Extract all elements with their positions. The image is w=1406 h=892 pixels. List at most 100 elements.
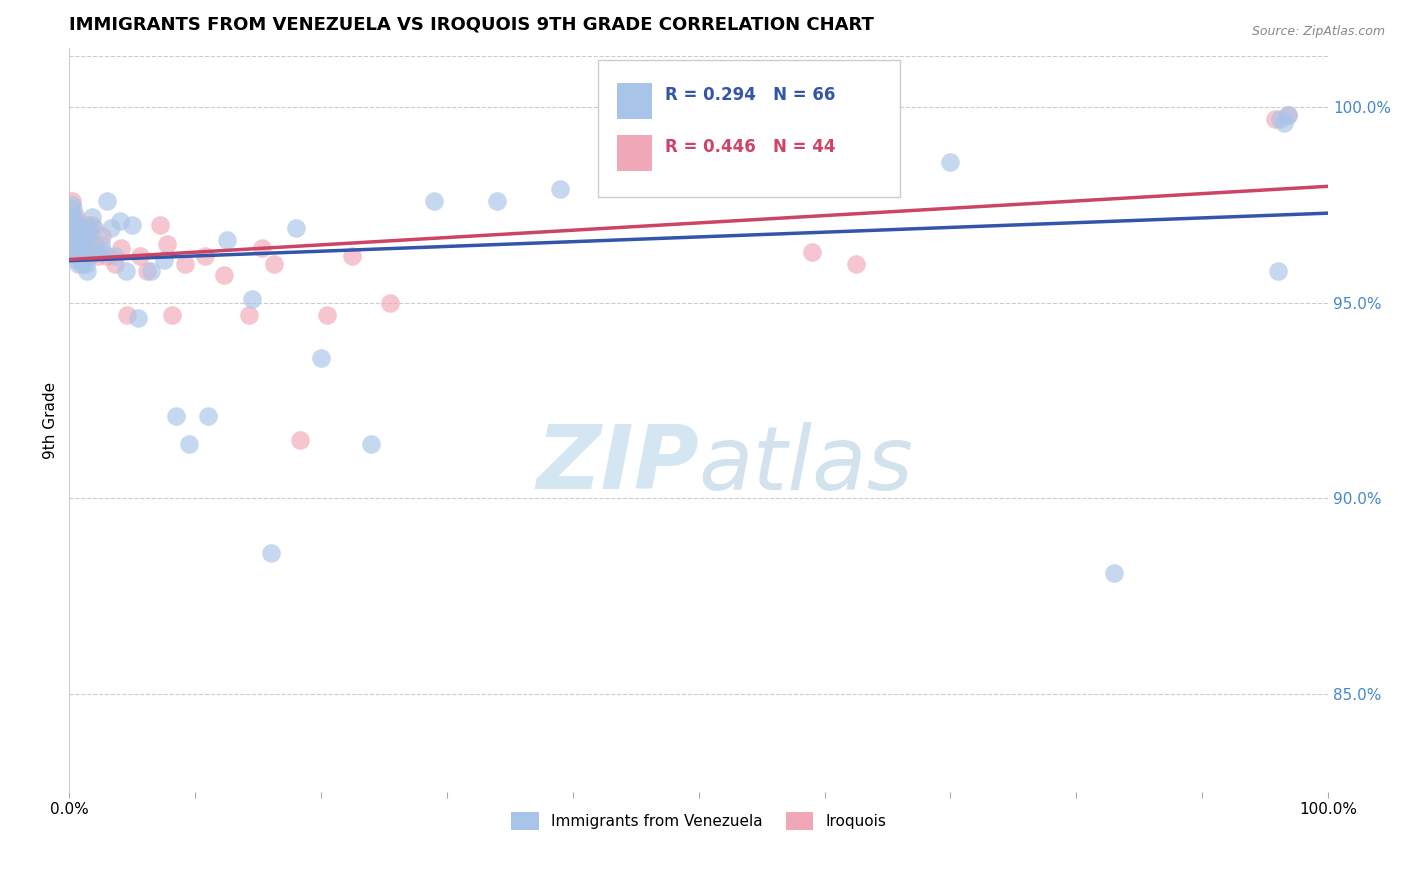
Point — [100, 221, 122, 235]
Point — [79, 221, 101, 235]
Point — [59, 218, 82, 232]
Point — [121, 218, 143, 232]
Point — [65, 244, 87, 259]
Point — [73, 233, 96, 247]
Point — [67, 237, 90, 252]
Point — [70, 233, 93, 247]
Point — [67, 257, 90, 271]
Point — [197, 409, 219, 424]
Point — [83, 221, 105, 235]
Point — [70, 241, 93, 255]
Point — [79, 244, 101, 259]
Point — [103, 257, 125, 271]
Point — [156, 237, 179, 252]
Point — [360, 436, 382, 450]
Point — [149, 218, 172, 232]
Point — [194, 249, 217, 263]
Text: ZIP: ZIP — [536, 421, 699, 508]
Point — [1272, 116, 1295, 130]
FancyBboxPatch shape — [617, 83, 652, 119]
Point — [1277, 108, 1299, 122]
Point — [342, 249, 364, 263]
Point — [128, 249, 150, 263]
Point — [238, 308, 260, 322]
Point — [152, 252, 174, 267]
Point — [77, 229, 100, 244]
Point — [67, 221, 90, 235]
Point — [70, 257, 93, 271]
Text: IMMIGRANTS FROM VENEZUELA VS IROQUOIS 9TH GRADE CORRELATION CHART: IMMIGRANTS FROM VENEZUELA VS IROQUOIS 9T… — [69, 15, 875, 33]
Point — [486, 194, 509, 208]
Point — [380, 295, 402, 310]
Point — [76, 218, 98, 232]
Point — [212, 268, 235, 283]
Point — [69, 252, 91, 267]
Point — [1270, 112, 1292, 126]
Point — [66, 218, 89, 232]
Point — [65, 233, 87, 247]
Point — [284, 221, 307, 235]
Point — [62, 218, 84, 232]
Point — [67, 249, 90, 263]
Point — [838, 167, 860, 181]
Point — [115, 264, 138, 278]
Point — [250, 241, 273, 255]
Point — [83, 237, 105, 252]
Point — [136, 264, 159, 278]
Point — [1102, 566, 1125, 580]
Point — [62, 213, 84, 227]
Text: R = 0.294   N = 66: R = 0.294 N = 66 — [665, 87, 835, 104]
Point — [260, 546, 283, 560]
Point — [69, 233, 91, 247]
Point — [86, 244, 108, 259]
Point — [63, 244, 86, 259]
Text: atlas: atlas — [699, 422, 914, 508]
Point — [309, 351, 332, 365]
Point — [79, 249, 101, 263]
Point — [177, 436, 200, 450]
Text: R = 0.446   N = 44: R = 0.446 N = 44 — [665, 138, 835, 156]
Point — [1264, 112, 1286, 126]
Point — [110, 241, 132, 255]
Point — [215, 233, 238, 247]
FancyBboxPatch shape — [617, 136, 652, 171]
Point — [316, 308, 339, 322]
Point — [87, 249, 110, 263]
Point — [108, 213, 131, 227]
Point — [174, 257, 197, 271]
Point — [423, 194, 446, 208]
Point — [73, 229, 96, 244]
Point — [1267, 264, 1289, 278]
Point — [67, 229, 90, 244]
Point — [675, 167, 697, 181]
Point — [612, 174, 634, 188]
Point — [91, 244, 114, 259]
Point — [59, 233, 82, 247]
Point — [96, 194, 118, 208]
Legend: Immigrants from Venezuela, Iroquois: Immigrants from Venezuela, Iroquois — [505, 805, 893, 837]
Point — [1277, 108, 1299, 122]
Point — [939, 155, 962, 169]
Point — [751, 155, 773, 169]
Point — [80, 210, 103, 224]
Point — [96, 249, 118, 263]
Point — [240, 292, 263, 306]
Point — [60, 198, 83, 212]
Point — [60, 210, 83, 224]
Point — [165, 409, 187, 424]
Point — [76, 264, 98, 278]
Point — [66, 218, 89, 232]
Point — [127, 311, 149, 326]
Point — [72, 249, 94, 263]
Y-axis label: 9th Grade: 9th Grade — [44, 382, 58, 458]
Point — [67, 218, 90, 232]
Point — [65, 210, 87, 224]
Point — [67, 229, 90, 244]
Text: Source: ZipAtlas.com: Source: ZipAtlas.com — [1251, 25, 1385, 38]
Point — [91, 229, 114, 244]
Point — [65, 233, 87, 247]
Point — [66, 252, 89, 267]
Point — [60, 194, 83, 208]
Point — [69, 226, 91, 240]
Point — [263, 257, 285, 271]
